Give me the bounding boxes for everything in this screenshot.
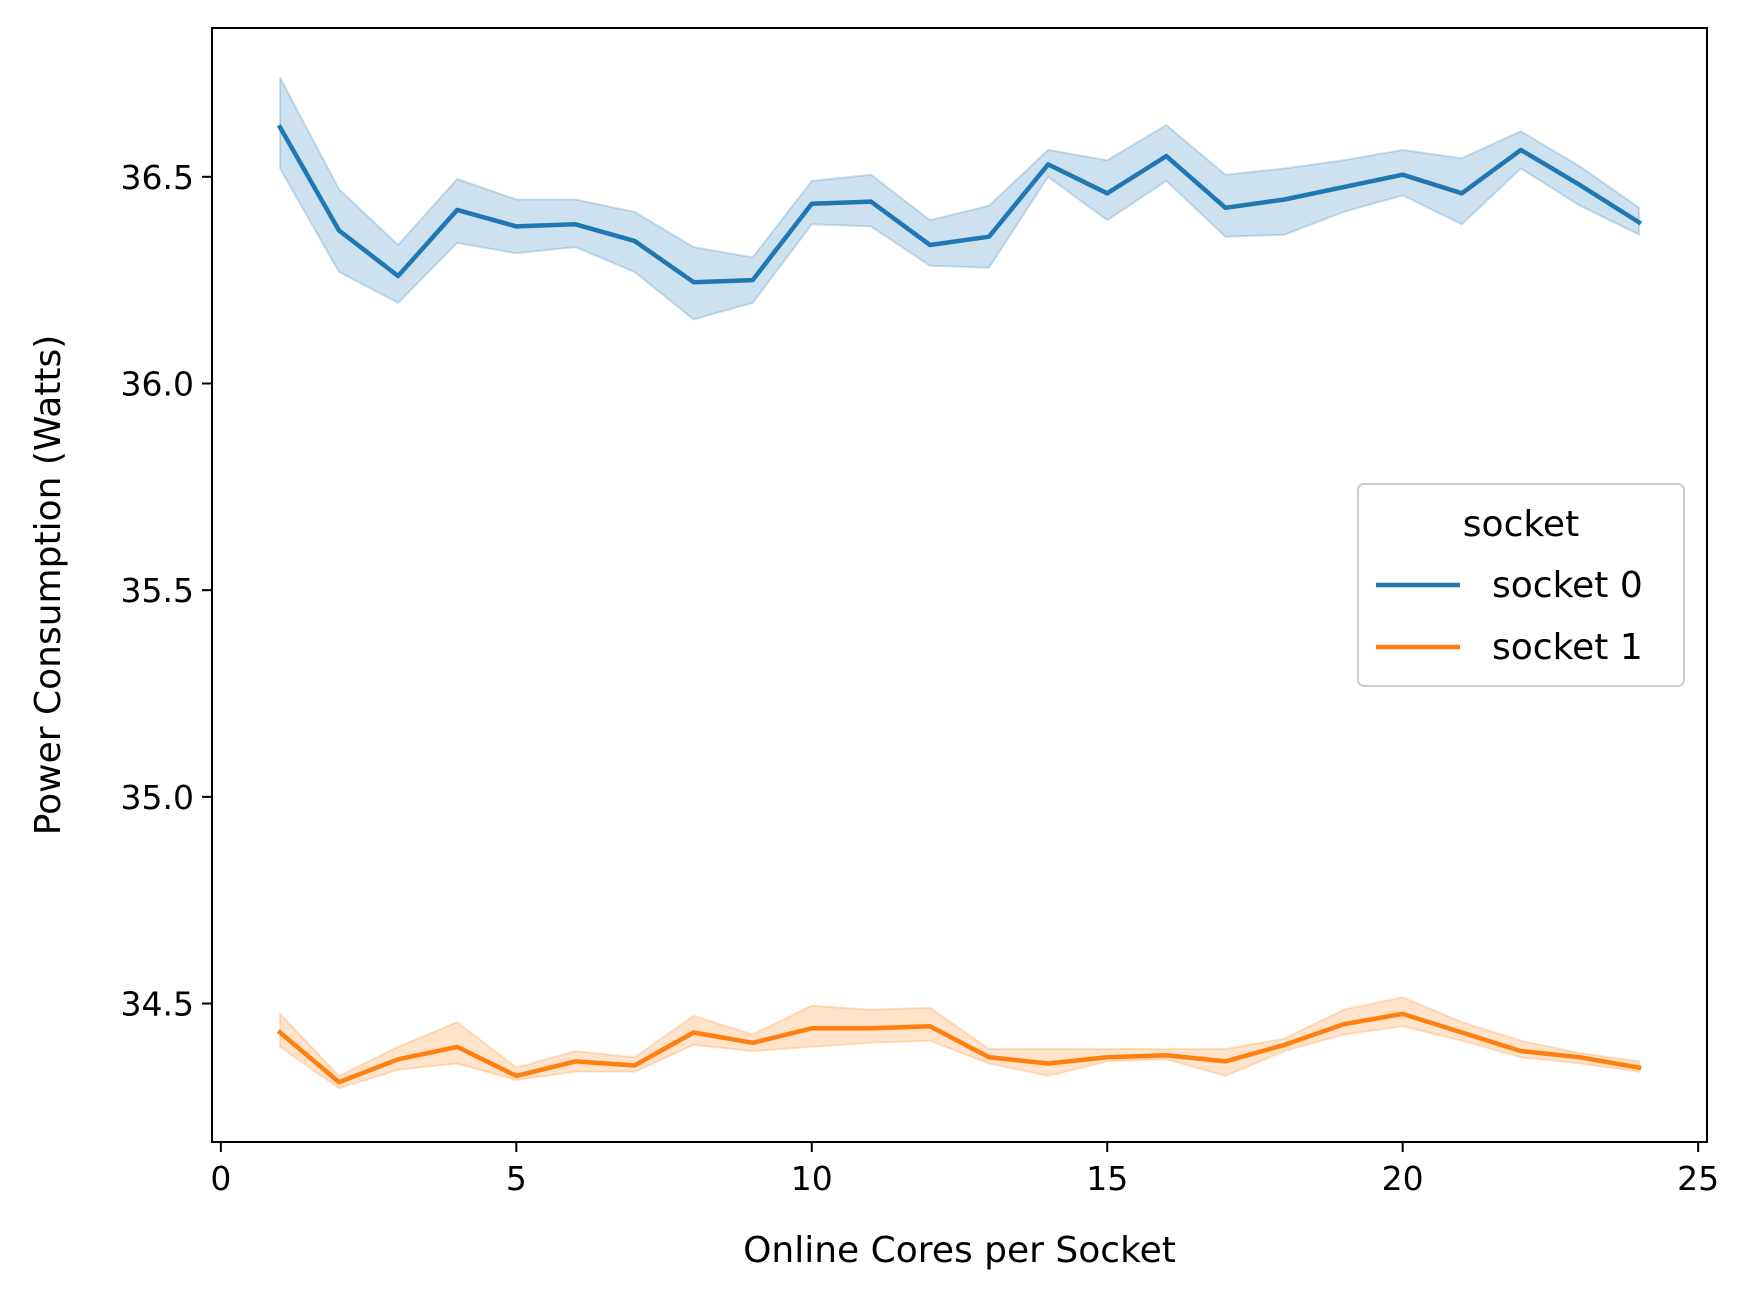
legend: socket socket 0 socket 1 [1357, 483, 1685, 687]
legend-label-series-1: socket 1 [1492, 627, 1643, 668]
y-tick-label: 35.0 [121, 778, 194, 817]
x-tick-label: 25 [1677, 1159, 1719, 1198]
confidence-band-series-0 [279, 77, 1640, 321]
x-axis: 0 5 10 15 20 25 [210, 1142, 1719, 1198]
y-axis: 34.5 35.0 35.5 36.0 36.5 [121, 158, 212, 1024]
x-tick-label: 20 [1382, 1159, 1424, 1198]
x-tick-label: 5 [506, 1159, 527, 1198]
y-tick-label: 35.5 [121, 571, 194, 610]
series-line-1 [276, 1011, 1642, 1085]
x-tick-label: 15 [1086, 1159, 1128, 1198]
series-lines [276, 124, 1643, 1085]
y-axis-label: Power Consumption (Watts) [28, 335, 69, 836]
legend-box [1357, 483, 1685, 687]
x-axis-label: Online Cores per Socket [743, 1230, 1176, 1271]
plot-frame [211, 27, 1708, 1143]
series-line-0 [276, 124, 1643, 285]
legend-items: socket 0 socket 1 [1376, 565, 1643, 668]
y-tick-label: 34.5 [121, 985, 194, 1024]
y-tick-label: 36.5 [121, 158, 194, 197]
x-tick-label: 10 [791, 1159, 833, 1198]
legend-title: socket [1463, 504, 1579, 545]
x-tick-label: 0 [210, 1159, 231, 1198]
y-tick-label: 36.0 [121, 364, 194, 403]
legend-label-series-0: socket 0 [1492, 565, 1643, 606]
